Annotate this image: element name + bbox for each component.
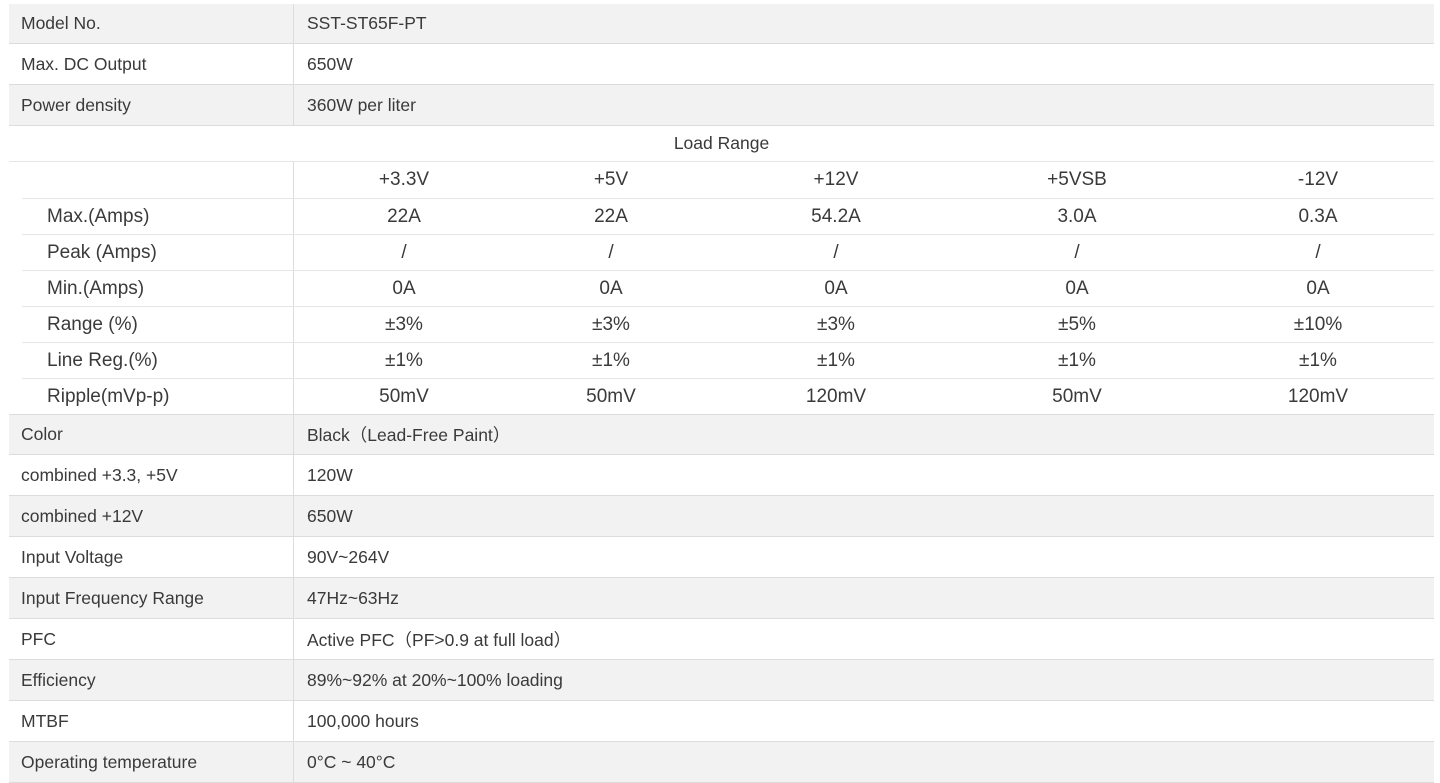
load-range-title: Load Range: [9, 126, 1434, 162]
spec-label: combined +3.3, +5V: [9, 455, 294, 495]
spec-table: Model No. SST-ST65F-PT Max. DC Output 650W P…: [9, 4, 1434, 783]
spec-row: PFC Active PFC（PF>0.9 at full load）: [9, 619, 1434, 660]
load-range-cell: 0A: [392, 277, 416, 299]
spec-value: 650W: [307, 53, 353, 74]
load-range-cell: 50mV: [586, 385, 636, 407]
spec-row: Max. DC Output 650W: [9, 44, 1434, 85]
spec-value: SST-ST65F-PT: [307, 13, 427, 33]
load-range-row: Range (%) ±3% ±3% ±3% ±5% ±10%: [22, 306, 1434, 342]
load-range-cell: 3.0A: [1057, 205, 1097, 227]
spec-value: 650W: [307, 505, 353, 526]
spec-row: Model No. SST-ST65F-PT: [9, 4, 1434, 44]
spec-value: 120W: [307, 464, 353, 485]
load-range-cell: 22A: [387, 205, 421, 227]
load-range-row: +3.3V +5V +12V +5VSB -12V: [9, 162, 1434, 198]
load-range-row: Max.(Amps) 22A 22A 54.2A 3.0A 0.3A: [22, 198, 1434, 234]
load-range-label: Min.(Amps): [22, 271, 294, 306]
load-range-cell: 50mV: [1052, 385, 1102, 407]
spec-row: combined +12V 650W: [9, 496, 1434, 537]
load-range-cell: 0A: [824, 277, 848, 299]
spec-label: Color: [9, 415, 294, 454]
load-range-section: Load Range +3.3V +5V +12V +5VSB -12V Max.(Amps…: [9, 126, 1434, 414]
load-range-cell: ±1%: [592, 349, 630, 371]
spec-row: Input Frequency Range 47Hz~63Hz: [9, 578, 1434, 619]
load-range-label: Range (%): [22, 307, 294, 342]
load-range-row: Min.(Amps) 0A 0A 0A 0A 0A: [22, 270, 1434, 306]
spec-label: Efficiency: [9, 660, 294, 700]
load-range-cell: 0A: [1065, 277, 1089, 299]
spec-label: Input Frequency Range: [9, 578, 294, 618]
load-range-cell: ±1%: [817, 349, 855, 371]
load-range-cell: 0.3A: [1298, 205, 1338, 227]
spec-value: Black（Lead-Free Paint）: [307, 425, 511, 445]
spec-value: 360W per liter: [307, 94, 416, 115]
spec-row: Color Black（Lead-Free Paint）: [9, 414, 1434, 455]
load-range-cell: ±3%: [817, 313, 855, 335]
load-range-cell: 0A: [599, 277, 623, 299]
load-range-cell: 54.2A: [811, 205, 861, 227]
spec-label: Max. DC Output: [9, 44, 294, 84]
load-range-cell: ±10%: [1293, 313, 1343, 335]
spec-label: PFC: [9, 619, 294, 659]
spec-row: Power density 360W per liter: [9, 85, 1434, 126]
load-range-cell: /: [1074, 241, 1080, 263]
spec-row: combined +3.3, +5V 120W: [9, 455, 1434, 496]
spec-label: combined +12V: [9, 496, 294, 536]
spec-value: 0°C ~ 40°C: [307, 751, 396, 772]
load-range-cell: ±3%: [592, 313, 630, 335]
spec-label: MTBF: [9, 701, 294, 741]
load-range-label: Ripple(mVp-p): [22, 379, 294, 414]
spec-value: 47Hz~63Hz: [307, 587, 399, 608]
spec-label: Power density: [9, 85, 294, 125]
load-range-cell: 50mV: [379, 385, 429, 407]
load-range-cell: +12V: [813, 169, 859, 190]
load-range-cell: -12V: [1297, 169, 1339, 190]
load-range-cell: /: [833, 241, 839, 263]
spec-label: Operating temperature: [9, 742, 294, 782]
load-range-cell: ±1%: [1058, 349, 1096, 371]
load-range-cell: 120mV: [805, 385, 867, 407]
load-range-label: Line Reg.(%): [22, 343, 294, 378]
load-range-label: [9, 162, 294, 198]
spec-value: 100,000 hours: [307, 710, 419, 731]
spec-row: Operating temperature 0°C ~ 40°C: [9, 742, 1434, 783]
load-range-cell: +5VSB: [1047, 169, 1107, 190]
spec-label: Input Voltage: [9, 537, 294, 577]
load-range-cell: /: [401, 241, 407, 263]
load-range-cell: +3.3V: [378, 169, 430, 190]
load-range-cell: 0A: [1306, 277, 1330, 299]
load-range-cell: ±1%: [385, 349, 423, 371]
load-range-cell: 22A: [594, 205, 628, 227]
load-range-cell: ±3%: [385, 313, 423, 335]
load-range-cell: ±5%: [1058, 313, 1096, 335]
spec-row: Efficiency 89%~92% at 20%~100% loading: [9, 660, 1434, 701]
spec-value: 89%~92% at 20%~100% loading: [307, 669, 563, 690]
load-range-row: Ripple(mVp-p) 50mV 50mV 120mV 50mV 120mV: [22, 378, 1434, 414]
load-range-row: Line Reg.(%) ±1% ±1% ±1% ±1% ±1%: [22, 342, 1434, 378]
spec-label: Model No.: [9, 4, 294, 43]
load-range-cell: /: [1315, 241, 1321, 263]
load-range-cell: 120mV: [1287, 385, 1349, 407]
spec-row: Input Voltage 90V~264V: [9, 537, 1434, 578]
load-range-label: Peak (Amps): [22, 235, 294, 270]
load-range-row: Peak (Amps) / / / / /: [22, 234, 1434, 270]
load-range-cell: ±1%: [1299, 349, 1337, 371]
spec-value: 90V~264V: [307, 546, 390, 567]
load-range-label: Max.(Amps): [22, 199, 294, 234]
load-range-cell: /: [608, 241, 614, 263]
spec-value: Active PFC（PF>0.9 at full load）: [307, 629, 572, 650]
spec-row: MTBF 100,000 hours: [9, 701, 1434, 742]
load-range-cell: +5V: [593, 169, 629, 190]
